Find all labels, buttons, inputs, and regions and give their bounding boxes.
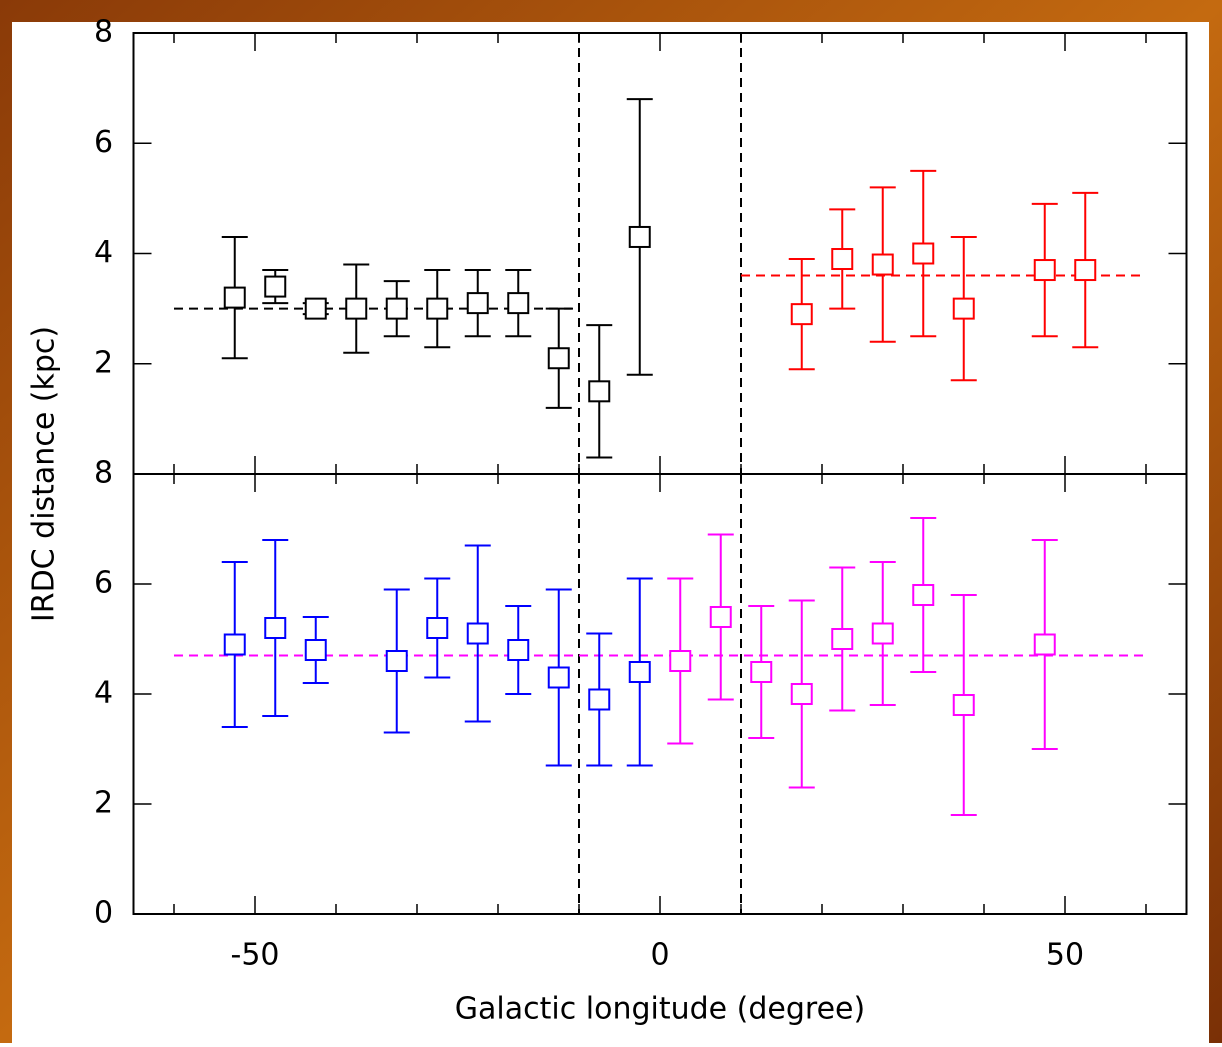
data-point	[871, 253, 894, 276]
data-point	[912, 242, 935, 265]
data-point	[304, 297, 327, 320]
data-point	[831, 628, 854, 650]
x-axis-label: Galactic longitude (degree)	[455, 992, 865, 1027]
data-point	[345, 297, 368, 320]
data-point	[1033, 259, 1056, 282]
y-tick-label: 4	[94, 235, 113, 270]
data-point	[507, 292, 530, 315]
x-tick-label: 50	[1046, 938, 1084, 973]
y-axis-label: IRDC distance (kpc)	[27, 326, 62, 622]
data-point	[588, 688, 611, 711]
data-point	[466, 292, 489, 315]
data-point	[304, 639, 327, 661]
data-point	[385, 297, 408, 320]
data-point	[588, 380, 611, 403]
y-tick-label: 2	[94, 786, 113, 821]
y-tick-label: 0	[94, 896, 113, 931]
data-point	[912, 584, 935, 606]
y-tick-label: 2	[94, 345, 113, 380]
y-tick-label: 8	[94, 456, 113, 491]
data-point	[709, 606, 732, 628]
data-point	[871, 622, 894, 645]
x-tick-label: 0	[650, 938, 669, 973]
data-point	[507, 639, 530, 661]
y-tick-label: 8	[94, 15, 113, 50]
data-point	[426, 617, 449, 639]
data-point	[669, 650, 692, 672]
x-tick-label: -50	[231, 938, 280, 973]
data-point	[750, 661, 773, 683]
data-point	[264, 275, 287, 298]
data-point	[628, 225, 651, 248]
data-point	[628, 661, 651, 683]
data-point	[223, 286, 246, 309]
data-point	[426, 297, 449, 320]
data-point	[466, 622, 489, 645]
data-point	[831, 248, 854, 271]
data-point	[1033, 633, 1056, 656]
data-point	[952, 297, 975, 320]
y-tick-label: 6	[94, 566, 113, 601]
data-point	[952, 694, 975, 716]
data-point	[790, 683, 813, 705]
data-point	[547, 347, 570, 370]
data-point	[385, 650, 408, 672]
data-point	[790, 303, 813, 326]
plot-paper	[12, 22, 1209, 1043]
data-point	[1074, 259, 1097, 282]
y-tick-label: 4	[94, 676, 113, 711]
data-point	[264, 617, 287, 639]
data-point	[223, 633, 246, 656]
data-point	[547, 666, 570, 689]
y-tick-label: 6	[94, 125, 113, 160]
